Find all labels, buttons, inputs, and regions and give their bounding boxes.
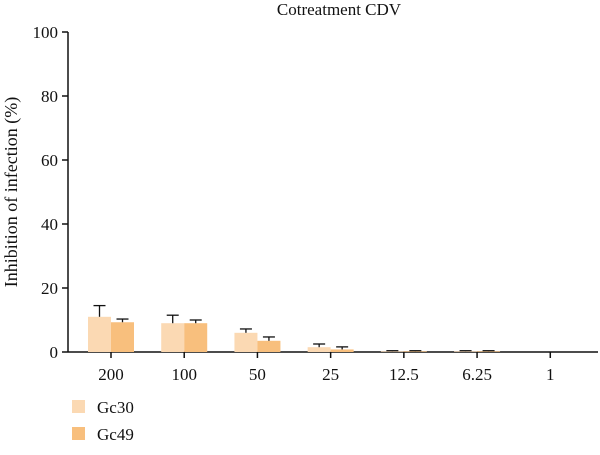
legend-label-gc49: Gc49 xyxy=(97,425,134,444)
y-axis-label: Inhibition of infection (%) xyxy=(1,97,22,287)
bar-gc30 xyxy=(161,323,185,352)
x-tick-label: 25 xyxy=(322,365,339,384)
bar-gc30 xyxy=(380,351,404,352)
bar-gc30 xyxy=(88,316,111,352)
legend-swatch-gc30 xyxy=(72,400,85,413)
x-tick-label: 12.5 xyxy=(389,365,419,384)
y-tick-label: 0 xyxy=(50,343,59,362)
bar-gc49 xyxy=(403,351,427,352)
y-tick-label: 100 xyxy=(33,23,59,42)
y-tick-label: 60 xyxy=(41,151,58,170)
x-tick-label: 6.25 xyxy=(462,365,492,384)
y-tick-label: 20 xyxy=(41,279,58,298)
x-tick-label: 100 xyxy=(171,365,197,384)
legend-swatch-gc49 xyxy=(72,427,85,440)
bar-gc49 xyxy=(477,351,501,352)
legend-label-gc30: Gc30 xyxy=(97,398,134,417)
bar-gc49 xyxy=(111,322,134,352)
y-tick-label: 40 xyxy=(41,215,58,234)
bar-gc49 xyxy=(257,340,281,352)
y-tick-label: 80 xyxy=(41,87,58,106)
x-tick-label: 50 xyxy=(249,365,266,384)
plot-area: 0 20 40 60 80 100 200 100 50 25 12.5 6.25 1 Gc30 Gc49 xyxy=(33,23,598,444)
bar-gc49 xyxy=(184,323,208,352)
bar-gc30 xyxy=(307,347,331,352)
bar-gc49 xyxy=(330,349,354,352)
bar-gc30 xyxy=(454,351,478,352)
x-tick-label: 200 xyxy=(98,365,124,384)
bar-gc30 xyxy=(234,332,258,352)
x-tick-label: 1 xyxy=(546,365,555,384)
chart-title: Cotreatment CDV xyxy=(277,0,402,19)
